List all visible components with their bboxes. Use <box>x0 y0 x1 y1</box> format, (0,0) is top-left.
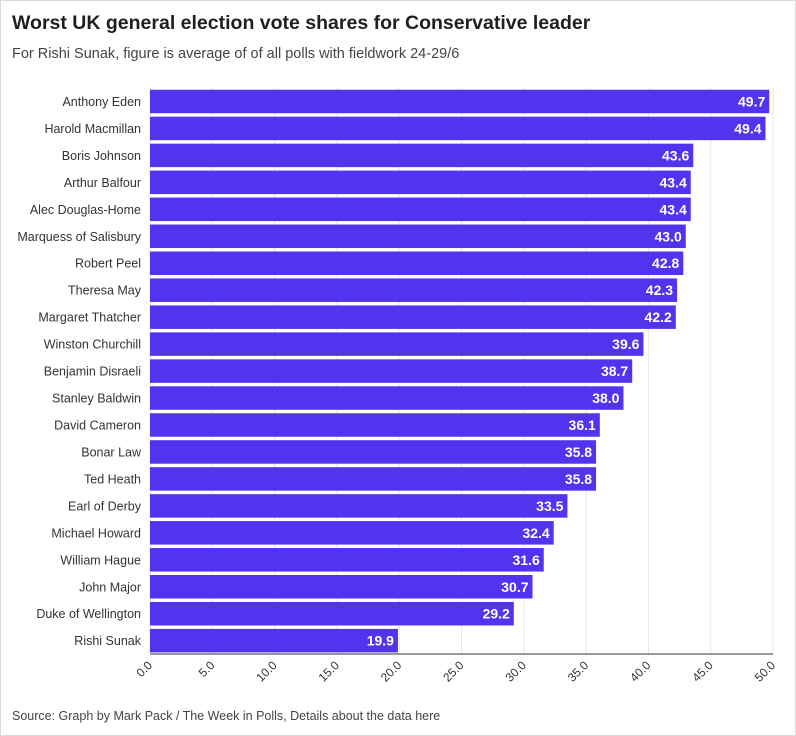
x-tick-label: 25.0 <box>440 658 467 685</box>
bar <box>150 305 676 329</box>
category-label: Bonar Law <box>81 445 142 459</box>
chart-source: Source: Graph by Mark Pack / The Week in… <box>12 709 441 723</box>
bar <box>150 628 398 653</box>
value-label: 35.8 <box>565 471 592 487</box>
x-tick-label: 15.0 <box>316 658 343 685</box>
bar <box>150 601 514 626</box>
value-label: 43.0 <box>655 228 682 244</box>
x-tick-label: 50.0 <box>752 658 779 685</box>
bar <box>150 197 691 222</box>
value-label: 43.4 <box>660 201 687 217</box>
bar <box>150 386 624 410</box>
value-label: 42.2 <box>645 309 672 325</box>
category-label: Arthur Balfour <box>64 176 141 190</box>
x-tick-label: 0.0 <box>133 658 155 680</box>
value-label: 38.0 <box>592 390 619 406</box>
x-tick-label: 35.0 <box>565 658 592 685</box>
bar <box>150 413 600 437</box>
value-label: 42.8 <box>652 255 679 271</box>
category-label: Theresa May <box>68 284 142 298</box>
category-label: Rishi Sunak <box>74 634 141 648</box>
category-label: Harold Macmillan <box>44 122 141 136</box>
category-label: Anthony Eden <box>62 95 141 109</box>
category-label: William Hague <box>60 553 141 567</box>
category-label: Ted Heath <box>84 472 141 486</box>
value-label: 29.2 <box>483 606 510 622</box>
category-labels: Anthony Eden Harold Macmillan Boris Johnso… <box>17 95 142 648</box>
bar <box>150 467 597 491</box>
bar-chart: Anthony Eden Harold Macmillan Boris Johnso… <box>17 88 779 685</box>
category-label: David Cameron <box>54 419 141 433</box>
value-label: 31.6 <box>512 552 539 568</box>
value-label: 35.8 <box>565 444 592 460</box>
category-label: Winston Churchill <box>44 338 141 352</box>
value-label: 30.7 <box>501 579 528 595</box>
chart-subtitle: For Rishi Sunak, figure is average of of… <box>12 46 460 62</box>
value-label: 39.6 <box>612 336 639 352</box>
category-label: Michael Howard <box>51 526 141 540</box>
bars <box>150 89 770 653</box>
value-label: 33.5 <box>536 498 563 514</box>
bar <box>150 170 691 195</box>
category-label: Stanley Baldwin <box>52 392 141 406</box>
category-label: Benjamin Disraeli <box>44 365 141 379</box>
value-label: 49.4 <box>734 120 761 136</box>
x-tick-label: 5.0 <box>196 658 218 680</box>
category-label: Duke of Wellington <box>36 607 141 621</box>
value-label: 32.4 <box>522 525 549 541</box>
value-label: 36.1 <box>569 417 596 433</box>
x-tick-label: 45.0 <box>689 658 716 685</box>
bar <box>150 143 694 168</box>
bar <box>150 224 686 249</box>
x-tick-label: 20.0 <box>378 658 405 685</box>
value-label: 19.9 <box>367 633 394 649</box>
value-label: 38.7 <box>601 363 628 379</box>
value-label: 43.6 <box>662 147 689 163</box>
chart-title: Worst UK general election vote shares fo… <box>12 12 591 34</box>
bar <box>150 116 766 141</box>
bar <box>150 278 678 302</box>
value-labels: 49.7 49.4 43.6 43.4 43.4 43.0 42.8 42.3 42.2 39.6… <box>367 93 766 648</box>
bar <box>150 332 644 356</box>
x-axis-ticks: 0.0 5.0 10.0 15.0 20.0 25.0 30.0 35.0 40.0 45.0 50… <box>133 653 779 685</box>
x-tick-label: 10.0 <box>253 658 280 685</box>
bar <box>150 440 597 464</box>
category-label: Robert Peel <box>75 257 141 271</box>
bar <box>150 548 544 572</box>
category-label: Boris Johnson <box>62 149 141 163</box>
x-tick-label: 30.0 <box>503 658 530 685</box>
category-label: Marquess of Salisbury <box>17 230 141 244</box>
bar <box>150 521 554 545</box>
value-label: 43.4 <box>660 174 687 190</box>
value-label: 49.7 <box>738 93 765 109</box>
category-label: Earl of Derby <box>68 499 142 513</box>
bar <box>150 494 568 518</box>
x-tick-label: 40.0 <box>627 658 654 685</box>
bar <box>150 89 770 114</box>
category-label: Margaret Thatcher <box>38 311 141 325</box>
bar <box>150 575 533 599</box>
category-label: John Major <box>79 580 141 594</box>
category-label: Alec Douglas-Home <box>30 203 141 217</box>
value-label: 42.3 <box>646 282 673 298</box>
bar <box>150 359 633 383</box>
bar <box>150 251 684 275</box>
